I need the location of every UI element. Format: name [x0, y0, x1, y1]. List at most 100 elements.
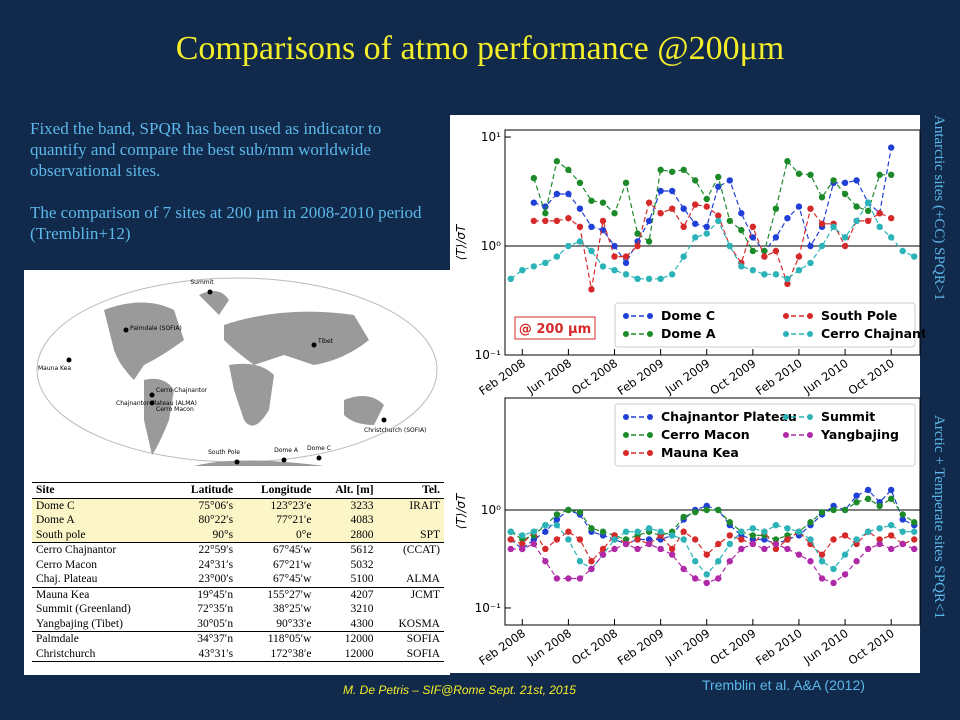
- data-point: [841, 571, 849, 578]
- table-cell: (CCAT): [402, 544, 440, 557]
- legend-label: South Pole: [821, 308, 897, 323]
- series-line: [510, 201, 915, 280]
- map-label: Tibet: [317, 338, 334, 345]
- data-point: [864, 217, 872, 225]
- data-point: [841, 242, 849, 250]
- legend-marker: [647, 450, 653, 456]
- legend-marker: [647, 414, 653, 420]
- table-cell: SOFIA: [406, 647, 440, 660]
- data-point: [864, 207, 872, 215]
- table-cell: 43°31′s: [198, 647, 234, 660]
- data-point: [553, 536, 561, 543]
- table-cell: Dome C: [36, 499, 75, 512]
- data-point: [899, 540, 906, 548]
- table-cell: 22°59′s: [198, 544, 234, 557]
- legend-marker: [647, 432, 653, 438]
- data-point: [876, 223, 883, 231]
- data-point: [899, 247, 906, 255]
- data-point: [692, 508, 699, 516]
- site-table: Site Latitude Longitude Alt. [m] Tel. Dome C 7…: [32, 482, 444, 662]
- data-point: [542, 217, 549, 225]
- table-cell: Chaj. Plateau: [36, 573, 98, 586]
- table-cell: 90°33′e: [276, 617, 312, 630]
- data-point: [784, 280, 791, 288]
- data-point: [553, 521, 561, 529]
- table-cell: JCMT: [410, 588, 440, 601]
- data-point: [749, 223, 757, 231]
- data-point: [565, 506, 572, 514]
- data-point: [576, 536, 584, 543]
- legend-marker: [623, 450, 629, 456]
- data-point: [749, 234, 757, 241]
- map-label: South Pole: [208, 449, 240, 456]
- data-point: [772, 247, 780, 255]
- data-point: [761, 545, 768, 553]
- data-point: [680, 528, 687, 535]
- data-point: [576, 179, 584, 187]
- data-point: [715, 575, 722, 582]
- y-tick-label: 10⁻¹: [475, 348, 502, 362]
- data-point: [553, 253, 561, 260]
- data-point: [807, 558, 814, 565]
- map-label: Summit: [190, 279, 214, 286]
- table-header: Latitude: [190, 484, 234, 497]
- data-point: [542, 545, 549, 553]
- data-point: [715, 540, 722, 548]
- data-point: [749, 266, 757, 274]
- data-point: [911, 253, 918, 260]
- data-point: [634, 545, 641, 553]
- table-cell: ALMA: [406, 573, 440, 586]
- data-point: [784, 158, 791, 165]
- legend-box: [614, 302, 916, 348]
- data-point: [784, 214, 791, 222]
- legend-label: Cerro Chajnantor: [821, 326, 925, 341]
- y-tick-label: 10⁰: [481, 503, 501, 517]
- data-point: [576, 238, 584, 245]
- data-point: [599, 545, 607, 553]
- y-axis-label: ⟨T⟩/σT: [454, 223, 468, 260]
- plot-frame: [504, 129, 921, 356]
- data-point: [530, 528, 538, 535]
- data-point: [761, 253, 768, 260]
- continents: [104, 291, 384, 466]
- legend-label: Mauna Kea: [661, 445, 739, 460]
- y-tick-label: 10⁰: [481, 239, 501, 253]
- table-cell: [378, 602, 444, 617]
- data-point: [864, 486, 872, 494]
- data-point: [703, 571, 710, 578]
- data-point: [807, 205, 814, 212]
- y-tick-label: 10⁻¹: [475, 601, 502, 615]
- data-point: [634, 536, 641, 543]
- table-cell: 30°05′n: [197, 617, 234, 630]
- data-point: [841, 506, 849, 514]
- data-point: [530, 217, 538, 225]
- table-cell: 3233: [350, 499, 374, 512]
- table-cell: 155°27′w: [267, 588, 312, 601]
- data-point: [611, 253, 618, 260]
- data-point: [887, 545, 895, 553]
- data-point: [876, 536, 883, 543]
- legend-marker: [623, 432, 629, 438]
- data-point: [634, 242, 641, 250]
- data-point: [519, 532, 526, 539]
- data-point: [853, 536, 860, 543]
- legend-marker: [783, 313, 789, 319]
- data-point: [565, 190, 572, 198]
- reference: Tremblin et al. A&A (2012): [702, 677, 865, 693]
- table-header: Site: [36, 484, 55, 497]
- data-point: [668, 532, 676, 539]
- legend-marker: [807, 331, 813, 337]
- data-point: [795, 203, 803, 210]
- data-point: [749, 540, 757, 548]
- data-point: [553, 217, 561, 225]
- table-header: Alt. [m]: [335, 484, 374, 497]
- data-point: [784, 545, 791, 553]
- table-row: Cerro Chajnantor 22°59′s 67°45′w 5612 (CCAT): [32, 543, 444, 558]
- data-point: [726, 540, 733, 548]
- legend-label: Yangbajing: [820, 427, 899, 442]
- table-cell: Dome A: [36, 514, 75, 527]
- data-point: [530, 199, 538, 206]
- data-point: [542, 528, 549, 535]
- data-point: [703, 195, 710, 203]
- data-point: [830, 506, 837, 514]
